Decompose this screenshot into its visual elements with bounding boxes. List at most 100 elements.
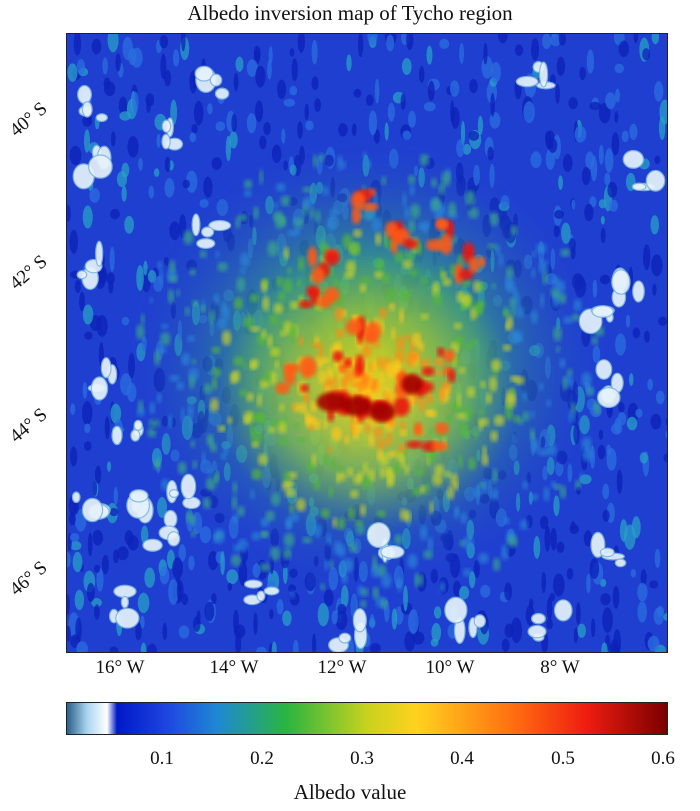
speckle — [511, 329, 523, 344]
texture-blob — [281, 128, 286, 144]
speckle — [560, 248, 571, 257]
texture-blob — [259, 135, 267, 150]
speckle — [259, 562, 271, 572]
texture-blob — [164, 69, 172, 87]
speckle — [478, 409, 485, 416]
bright-patch — [244, 579, 263, 589]
speckle — [212, 367, 221, 378]
texture-blob — [504, 623, 514, 638]
texture-blob — [418, 65, 425, 84]
texture-blob — [546, 597, 553, 621]
texture-blob — [412, 631, 425, 645]
speckle — [473, 486, 482, 498]
speckle — [399, 453, 406, 469]
speckle — [220, 452, 227, 461]
texture-blob — [459, 586, 470, 600]
speckle — [380, 573, 392, 589]
texture-blob — [616, 469, 623, 494]
colorbar-gradient — [67, 703, 667, 734]
texture-blob — [353, 88, 362, 98]
speckle — [468, 457, 477, 471]
speckle — [546, 443, 557, 456]
speckle — [331, 426, 342, 442]
speckle — [398, 443, 406, 453]
speckle — [385, 287, 396, 303]
speckle — [405, 252, 415, 261]
texture-blob — [92, 529, 104, 546]
texture-blob — [386, 34, 395, 52]
texture-blob — [159, 566, 170, 585]
speckle — [324, 559, 329, 571]
speckle — [466, 386, 476, 398]
texture-blob — [233, 624, 246, 639]
bright-patch — [111, 425, 123, 446]
speckle — [519, 519, 529, 530]
bright-patch — [614, 558, 627, 568]
speckle — [399, 429, 408, 437]
bright-patch — [214, 87, 230, 100]
texture-blob — [497, 34, 508, 44]
speckle — [478, 417, 489, 427]
texture-blob — [101, 554, 109, 575]
speckle — [529, 493, 539, 501]
speckle — [438, 386, 446, 403]
speckle — [153, 350, 161, 366]
bright-patch — [129, 489, 149, 503]
speckle — [303, 196, 314, 209]
bright-patch — [553, 599, 573, 622]
speckle — [261, 328, 267, 340]
speckle — [444, 470, 452, 478]
speckle — [419, 153, 430, 166]
speckle — [183, 230, 194, 245]
speckle — [531, 310, 538, 325]
speckle — [462, 293, 472, 307]
bright-patch — [208, 219, 232, 232]
speckle — [221, 300, 227, 314]
texture-blob — [586, 573, 591, 594]
texture-blob — [82, 304, 94, 325]
speckle — [513, 414, 520, 423]
speckle — [427, 536, 434, 552]
speckle — [410, 203, 421, 219]
speckle — [423, 549, 433, 560]
texture-blob — [288, 584, 297, 593]
texture-blob — [178, 544, 186, 562]
speckle — [203, 383, 213, 395]
colorbar-tick-0.5: 0.5 — [551, 748, 575, 769]
speckle — [346, 467, 354, 477]
speckle — [327, 445, 333, 454]
texture-blob — [323, 589, 334, 607]
texture-blob — [468, 130, 480, 141]
speckle — [505, 394, 517, 409]
texture-blob — [253, 49, 261, 65]
texture-blob — [614, 111, 619, 123]
texture-blob — [647, 635, 660, 652]
texture-blob — [351, 123, 357, 137]
texture-blob — [605, 92, 616, 110]
speckle — [429, 500, 434, 515]
bright-patch — [622, 149, 645, 169]
speckle — [297, 436, 306, 444]
texture-blob — [558, 34, 567, 46]
speckle — [396, 335, 405, 352]
speckle — [438, 183, 446, 195]
texture-blob — [220, 550, 225, 576]
speckle — [361, 587, 369, 597]
texture-blob — [191, 124, 198, 134]
texture-blob — [304, 103, 309, 121]
texture-blob — [246, 59, 258, 77]
speckle — [420, 358, 431, 369]
speckle — [415, 466, 424, 477]
dark-red-core — [368, 401, 396, 423]
speckle — [400, 420, 406, 432]
texture-blob — [604, 148, 614, 173]
dark-red-core — [342, 395, 372, 417]
texture-blob — [651, 254, 663, 277]
speckle — [531, 250, 537, 258]
texture-blob — [602, 509, 610, 522]
speckle — [579, 473, 585, 484]
speckle — [251, 441, 260, 449]
texture-blob — [625, 314, 631, 328]
speckle — [217, 425, 225, 433]
speckle — [286, 516, 292, 531]
